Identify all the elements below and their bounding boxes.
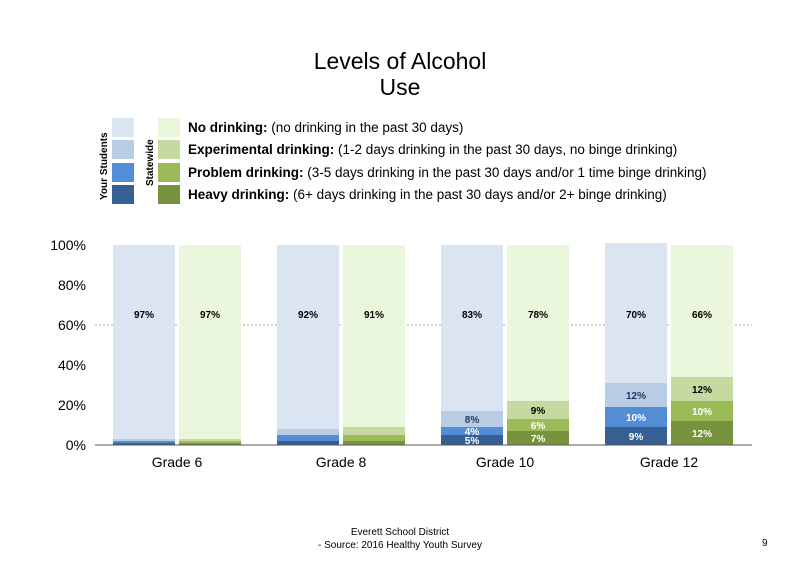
legend-item-no-drinking: No drinking: (no drinking in the past 30…: [188, 118, 463, 137]
data-label: 6%: [531, 421, 546, 432]
bar-segment: [605, 243, 667, 383]
bar-segment: [113, 441, 175, 443]
bar-segment: [671, 421, 733, 445]
data-label: 12%: [626, 391, 646, 402]
legend-desc: (no drinking in the past 30 days): [271, 120, 464, 135]
footer-source: - Source: 2016 Healthy Youth Survey: [318, 540, 482, 551]
x-category-label: Grade 10: [476, 454, 535, 470]
legend-item-heavy: Heavy drinking: (6+ days drinking in the…: [188, 185, 667, 204]
legend-key: Heavy drinking:: [188, 187, 290, 202]
bar-segment: [113, 245, 175, 439]
data-label: 9%: [531, 406, 546, 417]
bar-segment: [441, 411, 503, 427]
bar-segment: [507, 245, 569, 401]
data-label: 83%: [462, 310, 482, 321]
bar-segment: [343, 245, 405, 427]
y-tick-label: 80%: [58, 277, 86, 293]
title-line-2: Use: [379, 74, 421, 100]
data-label: 91%: [364, 310, 384, 321]
bar-segment: [343, 427, 405, 435]
legend-key: Experimental drinking:: [188, 142, 335, 157]
bar-segment: [343, 441, 405, 445]
bar-segment: [343, 435, 405, 441]
bar-segment: [277, 245, 339, 429]
footer: Everett School District - Source: 2016 H…: [250, 526, 550, 552]
legend-swatch-your-no-drinking: [112, 118, 134, 137]
y-tick-label: 100%: [50, 237, 86, 253]
bar-segment: [671, 377, 733, 401]
bar-segment: [179, 441, 241, 443]
data-label: 12%: [692, 385, 712, 396]
footer-district: Everett School District: [350, 527, 450, 538]
bar-segment: [179, 443, 241, 445]
data-label: 70%: [626, 310, 646, 321]
data-label: 9%: [629, 432, 644, 443]
legend-key: No drinking:: [188, 120, 268, 135]
data-label: 7%: [531, 434, 546, 445]
bar-segment: [507, 419, 569, 431]
legend-swatch-state-experimental: [158, 140, 180, 159]
data-label: 97%: [200, 310, 220, 321]
bar-segment: [605, 407, 667, 427]
legend-item-experimental: Experimental drinking: (1-2 days drinkin…: [188, 140, 677, 159]
y-tick-label: 60%: [58, 317, 86, 333]
bar-segment: [671, 401, 733, 421]
x-category-label: Grade 8: [316, 454, 367, 470]
data-label: 12%: [692, 429, 712, 440]
data-label: 5%: [465, 436, 480, 447]
data-label: 66%: [692, 310, 712, 321]
data-label: 4%: [465, 427, 480, 438]
bar-segment: [441, 427, 503, 435]
legend-key: Problem drinking:: [188, 165, 304, 180]
y-tick-label: 40%: [58, 357, 86, 373]
bar-segment: [605, 427, 667, 445]
bar-segment: [277, 435, 339, 441]
data-label: 10%: [626, 413, 646, 424]
data-label: 8%: [465, 415, 480, 426]
data-label: 10%: [692, 407, 712, 418]
bar-segment: [441, 435, 503, 445]
legend-swatch-state-problem: [158, 163, 180, 182]
bar-segment: [179, 245, 241, 439]
legend-swatch-your-heavy: [112, 185, 134, 204]
bar-segment: [179, 439, 241, 441]
data-label: 92%: [298, 310, 318, 321]
bar-segment: [507, 401, 569, 419]
x-category-label: Grade 6: [152, 454, 203, 470]
legend-swatch-your-experimental: [112, 140, 134, 159]
legend-item-problem: Problem drinking: (3-5 days drinking in …: [188, 163, 707, 182]
bar-segment: [671, 245, 733, 377]
data-label: 97%: [134, 310, 154, 321]
data-label: 78%: [528, 310, 548, 321]
y-tick-label: 0%: [66, 437, 86, 453]
x-category-label: Grade 12: [640, 454, 699, 470]
legend-desc: (6+ days drinking in the past 30 days an…: [293, 187, 667, 202]
bar-segment: [605, 383, 667, 407]
legend-swatch-your-problem: [112, 163, 134, 182]
bar-segment: [277, 441, 339, 445]
bar-segment: [113, 439, 175, 441]
y-tick-label: 20%: [58, 397, 86, 413]
bar-segment: [113, 443, 175, 445]
page-number: 9: [762, 538, 768, 549]
chart-title: Levels of Alcohol Use: [250, 48, 550, 100]
legend-swatch-state-heavy: [158, 185, 180, 204]
legend-desc: (3-5 days drinking in the past 30 days a…: [307, 165, 707, 180]
bar-segment: [277, 429, 339, 435]
bar-segment: [441, 245, 503, 411]
bar-segment: [507, 431, 569, 445]
legend-desc: (1-2 days drinking in the past 30 days, …: [338, 142, 678, 157]
title-line-1: Levels of Alcohol: [313, 48, 487, 74]
legend-swatch-state-no-drinking: [158, 118, 180, 137]
